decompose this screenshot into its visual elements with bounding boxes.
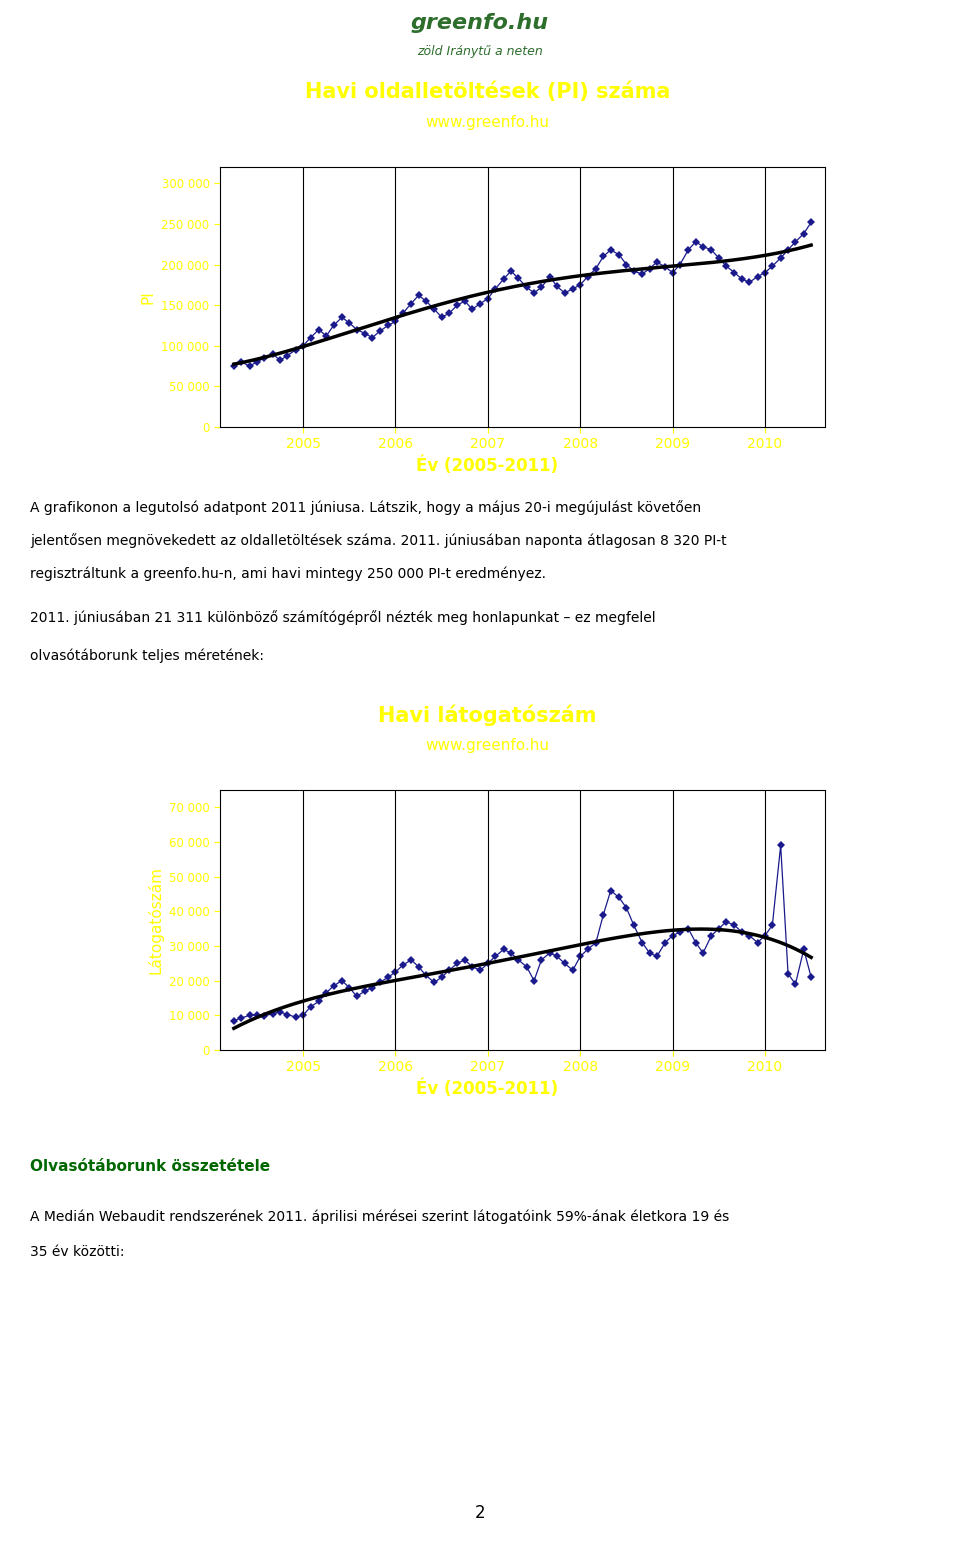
Text: A Medián Webaudit rendszerének 2011. áprilisi mérései szerint látogatóink 59%-án: A Medián Webaudit rendszerének 2011. ápr… — [30, 1210, 730, 1224]
Text: 2: 2 — [474, 1503, 486, 1522]
Text: regisztráltunk a greenfo.hu-n, ami havi mintegy 250 000 PI-t eredményez.: regisztráltunk a greenfo.hu-n, ami havi … — [30, 566, 546, 581]
Text: Év (2005-2011): Év (2005-2011) — [417, 1079, 559, 1098]
Text: Havi oldalletöltések (PI) száma: Havi oldalletöltések (PI) száma — [305, 82, 670, 102]
Text: Havi látogatószám: Havi látogatószám — [378, 705, 597, 726]
Text: A grafikonon a legutolsó adatpont 2011 júniusa. Látszik, hogy a május 20-i megúj: A grafikonon a legutolsó adatpont 2011 j… — [30, 500, 701, 515]
Text: Év (2005-2011): Év (2005-2011) — [417, 456, 559, 475]
Text: zöld Iránytű a neten: zöld Iránytű a neten — [418, 46, 542, 59]
Text: 2011. júniusában 21 311 különböző számítógépről nézték meg honlapunkat – ez megf: 2011. júniusában 21 311 különböző számít… — [30, 611, 656, 625]
Text: olvasótáborunk teljes méretének:: olvasótáborunk teljes méretének: — [30, 649, 264, 663]
Text: jelentősen megnövekedett az oldalletöltések száma. 2011. júniusában naponta átla: jelentősen megnövekedett az oldalletölté… — [30, 534, 727, 547]
Text: Olvasótáborunk összetétele: Olvasótáborunk összetétele — [30, 1160, 270, 1173]
Text: www.greenfo.hu: www.greenfo.hu — [425, 737, 549, 752]
Y-axis label: PI: PI — [141, 290, 156, 304]
Text: greenfo.hu: greenfo.hu — [411, 12, 549, 32]
Text: 35 év közötti:: 35 év közötti: — [30, 1244, 125, 1258]
Text: www.greenfo.hu: www.greenfo.hu — [425, 114, 549, 130]
Y-axis label: Látogatószám: Látogatószám — [147, 867, 163, 975]
